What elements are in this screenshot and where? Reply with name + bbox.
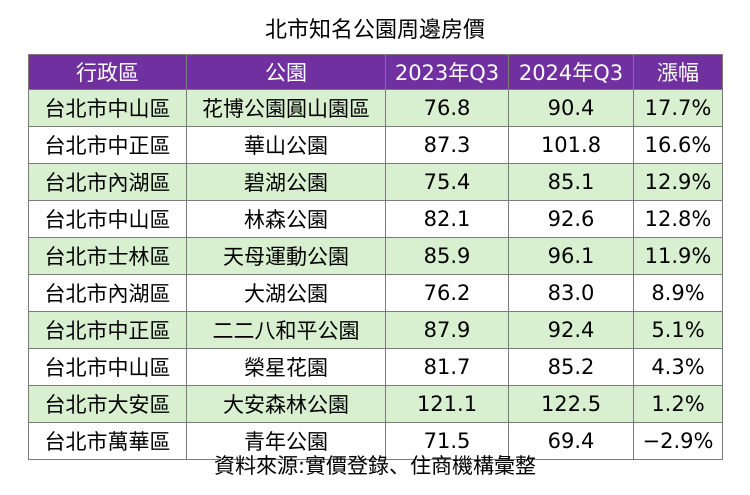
park-cell: 青年公園 (186, 422, 386, 460)
price-2023-cell: 81.7 (385, 348, 509, 386)
price-2023-cell: 121.1 (385, 385, 509, 423)
park-cell: 榮星花園 (186, 348, 386, 386)
change-cell: −2.9% (633, 422, 723, 460)
district-cell: 台北市中正區 (28, 126, 187, 164)
district-cell: 台北市內湖區 (28, 274, 187, 312)
table-row: 台北市中山區 林森公園 82.1 92.6 12.8% (28, 200, 723, 238)
price-2023-cell: 71.5 (385, 422, 509, 460)
park-cell: 二二八和平公園 (186, 311, 386, 349)
district-cell: 台北市中山區 (28, 89, 187, 127)
price-2024-cell: 85.2 (508, 348, 634, 386)
price-2024-cell: 69.4 (508, 422, 634, 460)
header-park: 公園 (186, 54, 386, 90)
price-2023-cell: 76.8 (385, 89, 509, 127)
price-2023-cell: 82.1 (385, 200, 509, 238)
price-table: 行政區 公園 2023年Q3 2024年Q3 漲幅 台北市中山區 花博公園圓山園區… (28, 54, 723, 460)
source-note: 資料來源:實價登錄、住商機構彙整 (213, 454, 537, 478)
change-cell: 4.3% (633, 348, 723, 386)
header-district: 行政區 (28, 54, 187, 90)
change-cell: 12.8% (633, 200, 723, 238)
table-row: 台北市中正區 二二八和平公園 87.9 92.4 5.1% (28, 311, 723, 349)
header-change: 漲幅 (633, 54, 723, 90)
price-2024-cell: 96.1 (508, 237, 634, 275)
price-2024-cell: 90.4 (508, 89, 634, 127)
district-cell: 台北市士林區 (28, 237, 187, 275)
change-cell: 12.9% (633, 163, 723, 201)
district-cell: 台北市內湖區 (28, 163, 187, 201)
price-2023-cell: 76.2 (385, 274, 509, 312)
change-cell: 16.6% (633, 126, 723, 164)
table-row: 台北市士林區 天母運動公園 85.9 96.1 11.9% (28, 237, 723, 275)
price-2023-cell: 87.3 (385, 126, 509, 164)
price-2024-cell: 101.8 (508, 126, 634, 164)
table-row: 台北市內湖區 大湖公園 76.2 83.0 8.9% (28, 274, 723, 312)
price-2024-cell: 92.6 (508, 200, 634, 238)
header-row: 行政區 公園 2023年Q3 2024年Q3 漲幅 (28, 54, 723, 90)
district-cell: 台北市中山區 (28, 348, 187, 386)
header-2023q3: 2023年Q3 (385, 54, 509, 90)
district-cell: 台北市萬華區 (28, 422, 187, 460)
park-cell: 碧湖公園 (186, 163, 386, 201)
table-row: 台北市中山區 榮星花園 81.7 85.2 4.3% (28, 348, 723, 386)
park-cell: 天母運動公園 (186, 237, 386, 275)
district-cell: 台北市中山區 (28, 200, 187, 238)
table-row: 台北市中正區 華山公園 87.3 101.8 16.6% (28, 126, 723, 164)
table-row: 台北市內湖區 碧湖公園 75.4 85.1 12.9% (28, 163, 723, 201)
change-cell: 8.9% (633, 274, 723, 312)
park-cell: 花博公園圓山園區 (186, 89, 386, 127)
table-row: 台北市萬華區 青年公園 71.5 69.4 −2.9% (28, 422, 723, 460)
park-cell: 大湖公園 (186, 274, 386, 312)
change-cell: 11.9% (633, 237, 723, 275)
table-title: 北市知名公園周邊房價 (264, 18, 485, 43)
price-2024-cell: 83.0 (508, 274, 634, 312)
district-cell: 台北市中正區 (28, 311, 187, 349)
table-row: 台北市中山區 花博公園圓山園區 76.8 90.4 17.7% (28, 89, 723, 127)
price-2023-cell: 87.9 (385, 311, 509, 349)
change-cell: 17.7% (633, 89, 723, 127)
price-2023-cell: 75.4 (385, 163, 509, 201)
table-row: 台北市大安區 大安森林公園 121.1 122.5 1.2% (28, 385, 723, 423)
park-cell: 大安森林公園 (186, 385, 386, 423)
park-cell: 林森公園 (186, 200, 386, 238)
change-cell: 1.2% (633, 385, 723, 423)
price-2024-cell: 122.5 (508, 385, 634, 423)
park-cell: 華山公園 (186, 126, 386, 164)
price-2024-cell: 92.4 (508, 311, 634, 349)
price-2023-cell: 85.9 (385, 237, 509, 275)
change-cell: 5.1% (633, 311, 723, 349)
price-2024-cell: 85.1 (508, 163, 634, 201)
district-cell: 台北市大安區 (28, 385, 187, 423)
header-2024q3: 2024年Q3 (508, 54, 634, 90)
